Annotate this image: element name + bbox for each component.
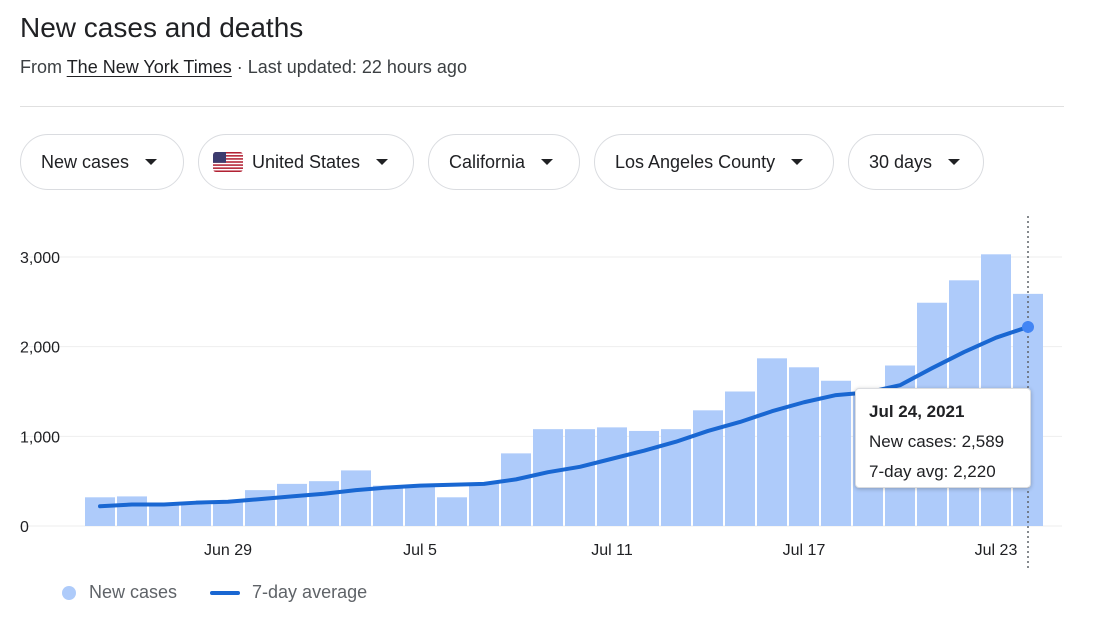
- case-bar: [821, 380, 851, 526]
- last-updated: · Last updated: 22 hours ago: [236, 57, 467, 77]
- country-dropdown-label: United States: [252, 151, 361, 172]
- y-tick-label: 1,000: [20, 429, 60, 446]
- case-bar: [757, 358, 787, 526]
- metric-dropdown-label: New cases: [41, 151, 130, 172]
- legend-avg-swatch: [210, 590, 241, 595]
- legend-avg-label: 7-day average: [252, 582, 368, 602]
- source-link[interactable]: The New York Times: [66, 57, 232, 77]
- case-bar: [213, 501, 243, 526]
- x-tick-label: Jun 29: [204, 542, 252, 559]
- range-dropdown-label: 30 days: [869, 151, 933, 172]
- us-flag-icon: [213, 152, 243, 172]
- axis-labels: 0 1,000 2,000 3,000 Jun 29 Jul 5 Jul 11 Jul 17 J…: [20, 250, 1017, 559]
- case-bar: [533, 429, 563, 526]
- case-bar: [501, 453, 531, 526]
- legend: New cases 7-day average: [62, 582, 367, 603]
- tooltip-date: Jul 24, 2021: [869, 402, 965, 421]
- chart-title: New cases and deaths: [20, 12, 304, 43]
- divider: [20, 106, 1064, 107]
- case-bar: [277, 483, 307, 526]
- case-bar: [629, 430, 659, 526]
- hover-tooltip: Jul 24, 2021 New cases: 2,589 7-day avg:…: [855, 388, 1031, 488]
- chevron-down-icon: [145, 159, 158, 165]
- legend-cases-label: New cases: [89, 582, 178, 602]
- case-bar: [405, 486, 435, 526]
- y-tick-label: 0: [20, 519, 29, 536]
- case-bar: [117, 496, 147, 526]
- source-prefix: From: [20, 57, 62, 77]
- state-dropdown[interactable]: California: [428, 134, 580, 190]
- case-bar: [597, 427, 627, 526]
- highlight-point: [1022, 320, 1034, 333]
- x-tick-label: Jul 11: [591, 542, 633, 559]
- country-dropdown[interactable]: United States: [198, 134, 414, 190]
- cases-chart[interactable]: 0 1,000 2,000 3,000 Jun 29 Jul 5 Jul 11 Jul 17 J…: [0, 200, 1098, 570]
- case-bar: [181, 504, 211, 526]
- x-tick-label: Jul 5: [403, 542, 437, 559]
- chevron-down-icon: [948, 159, 961, 165]
- county-dropdown[interactable]: Los Angeles County: [594, 134, 834, 190]
- chevron-down-icon: [376, 159, 389, 165]
- tooltip-avg: 7-day avg: 2,220: [869, 462, 996, 481]
- metric-dropdown[interactable]: New cases: [20, 134, 184, 190]
- case-bar: [725, 391, 755, 526]
- case-bar: [149, 504, 179, 526]
- case-bar: [373, 485, 403, 526]
- state-dropdown-label: California: [449, 151, 526, 172]
- chevron-down-icon: [541, 159, 554, 165]
- chevron-down-icon: [791, 159, 804, 165]
- tooltip-cases: New cases: 2,589: [869, 432, 1005, 451]
- x-tick-label: Jul 17: [783, 542, 826, 559]
- x-tick-label: Jul 23: [975, 542, 1018, 559]
- county-dropdown-label: Los Angeles County: [615, 151, 776, 172]
- case-bar: [309, 481, 339, 526]
- case-bar: [469, 482, 499, 526]
- source-line: From The New York Times · Last updated: …: [20, 57, 467, 78]
- case-bar: [565, 429, 595, 526]
- case-bar: [437, 497, 467, 526]
- range-dropdown[interactable]: 30 days: [848, 134, 984, 190]
- case-bar: [85, 497, 115, 526]
- legend-cases-swatch: [62, 585, 76, 600]
- case-bar: [341, 470, 371, 526]
- case-bar: [245, 490, 275, 526]
- y-tick-label: 2,000: [20, 340, 60, 357]
- y-tick-label: 3,000: [20, 250, 60, 267]
- case-bar: [789, 367, 819, 526]
